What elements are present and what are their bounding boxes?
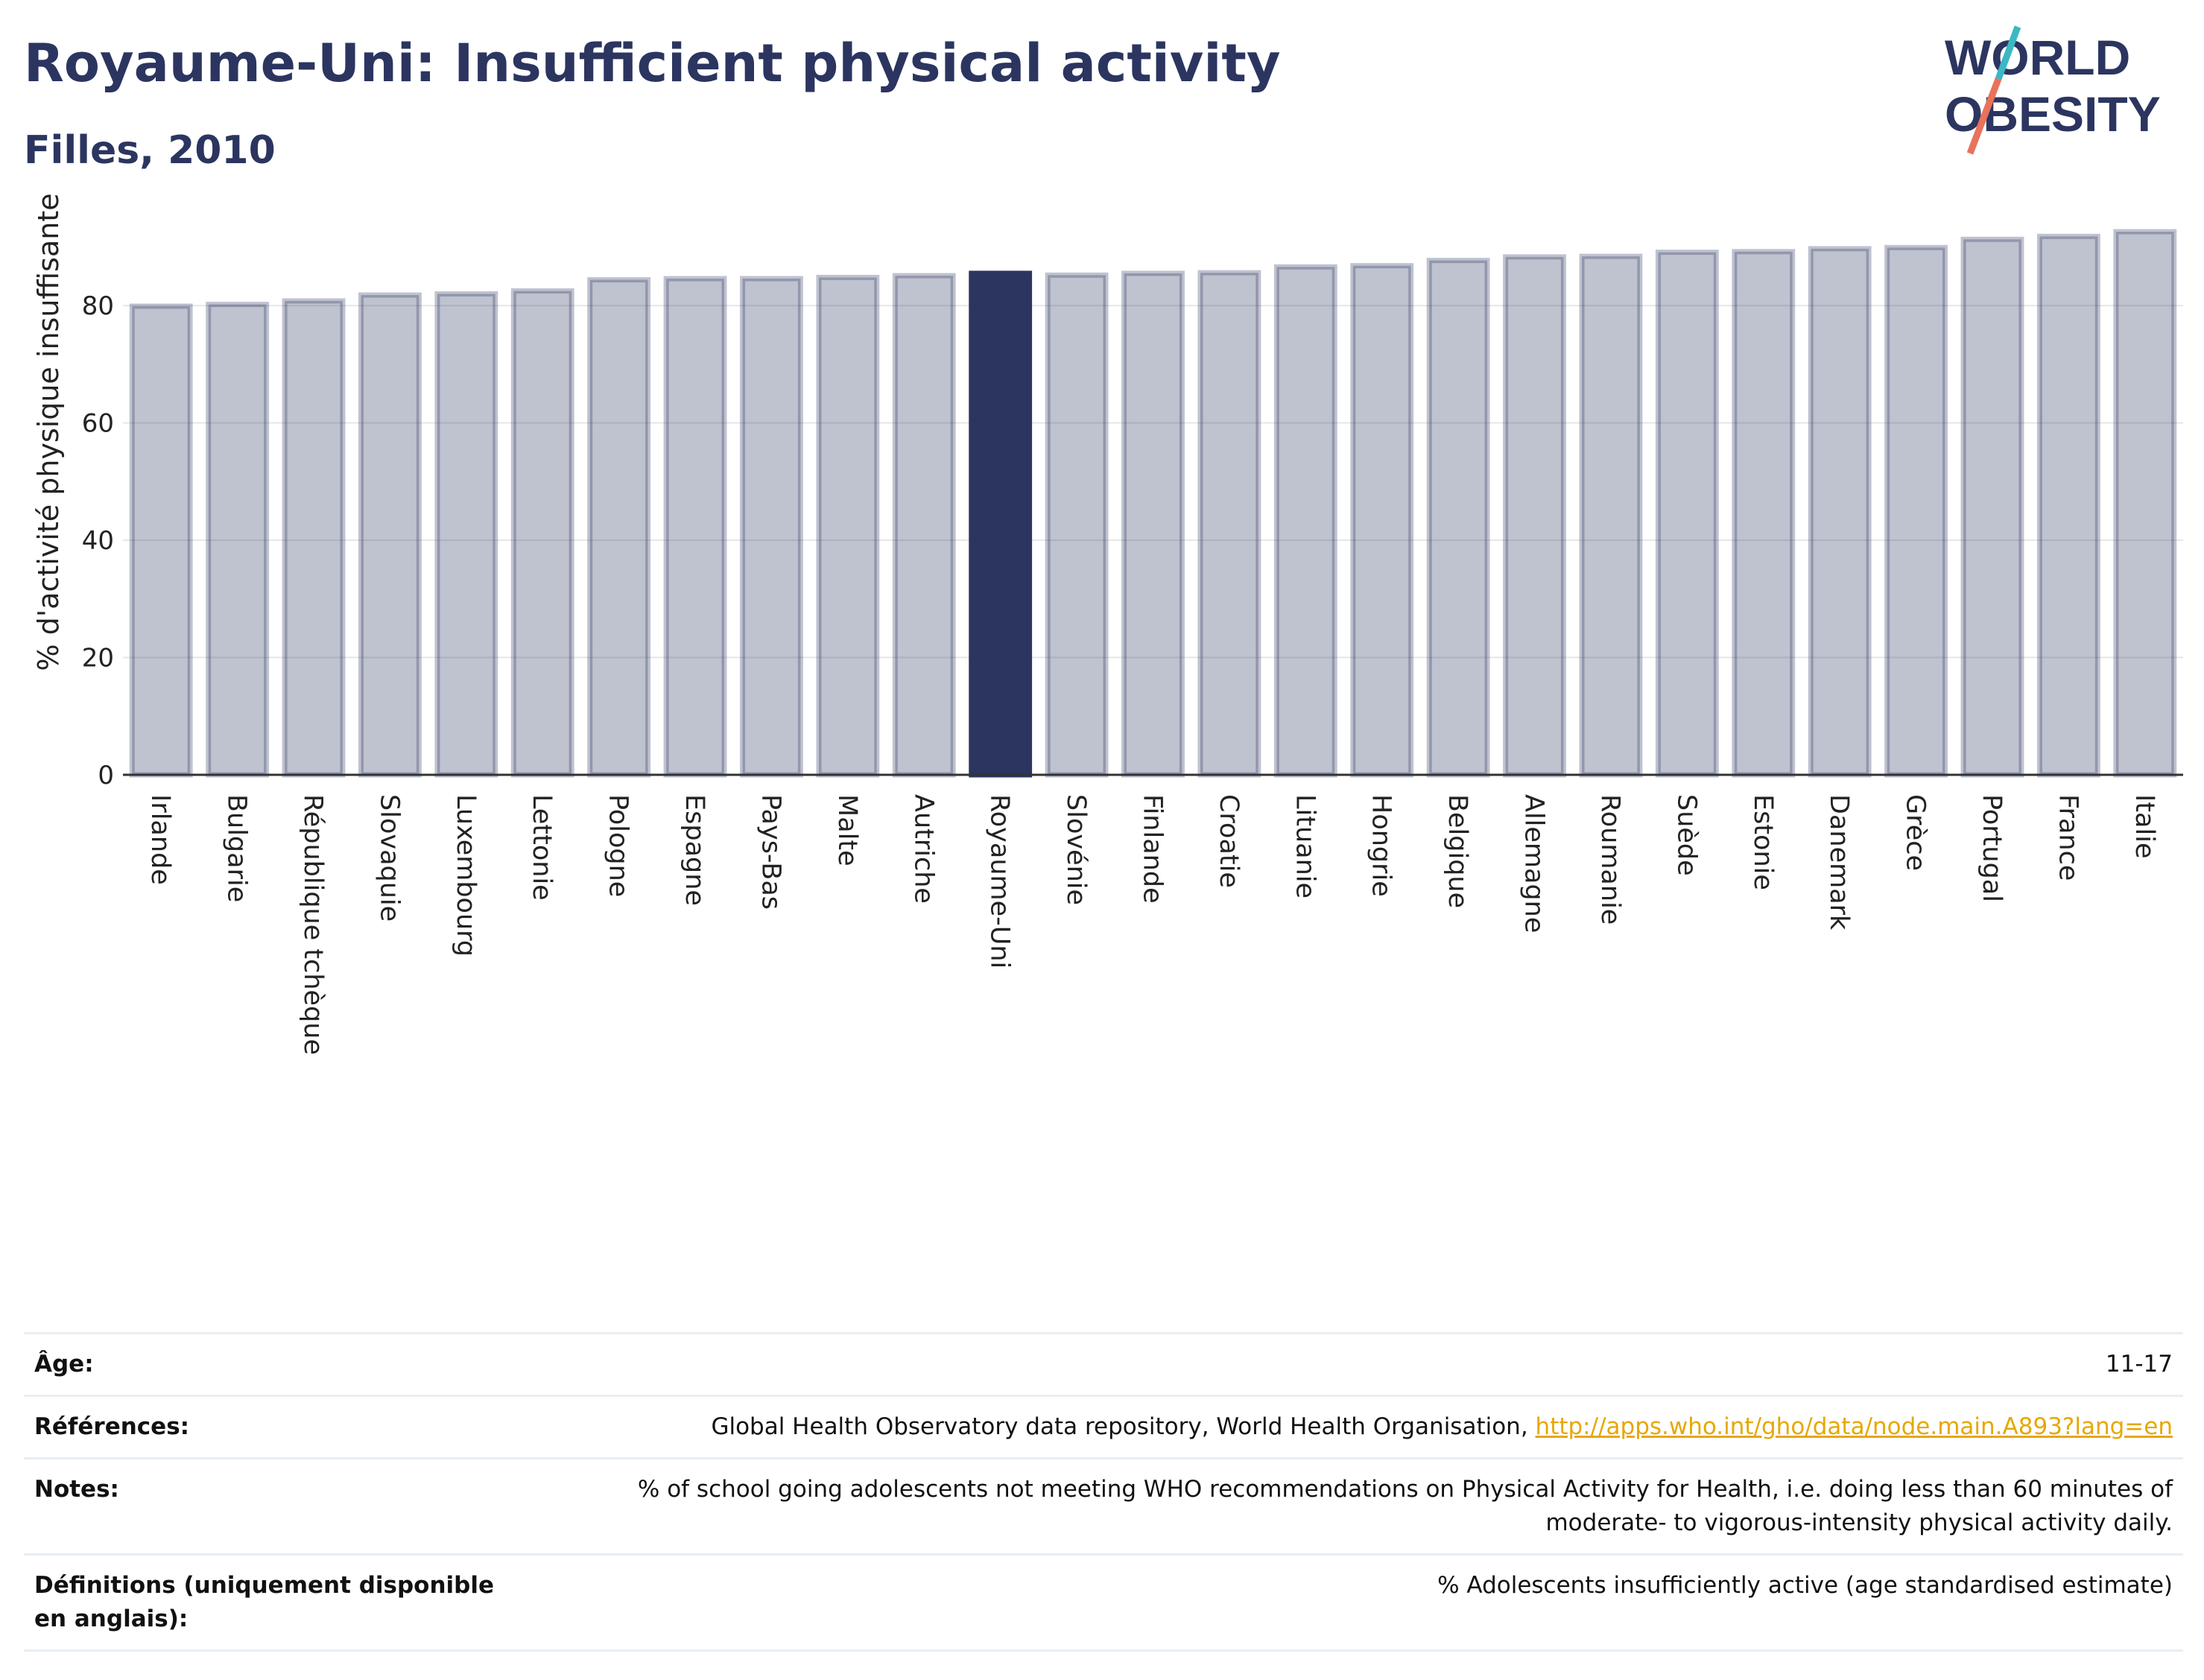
x-category-label: Portugal [1977,794,2007,902]
x-category-label: Pologne [604,794,633,897]
bar [1426,258,1490,778]
x-category-label: Belgique [1443,794,1472,908]
meta-value: Global Health Observatory data repositor… [522,1394,2183,1459]
bar [1045,272,1109,778]
bar [663,276,727,778]
world-obesity-logo: WORLD OBESITY [1945,25,2161,155]
x-category-label: Lettonie [527,794,557,901]
bar [1884,244,1948,778]
bar [510,288,574,778]
bar [1960,236,2024,778]
x-category-label: Lituanie [1290,794,1320,898]
bar [2113,229,2177,778]
bar [2036,233,2100,778]
x-category-label: France [2053,794,2083,881]
x-category-label: Allemagne [1519,794,1549,933]
bars [129,229,2177,778]
bar [1197,270,1261,778]
meta-key: Références: [24,1394,522,1459]
y-tick-labels: 0 20 40 60 80 [82,291,114,790]
bar [206,302,270,778]
x-category-label: Slovénie [1061,794,1091,905]
x-category-label: République tchèque [298,794,328,1055]
bar [1121,270,1185,778]
bar [1732,249,1796,778]
bar [1503,254,1566,778]
x-category-label: Slovaquie [374,794,404,922]
bar [129,303,193,778]
x-category-label: Royaume-Uni [985,794,1015,969]
bar [282,298,346,778]
x-category-label: Croatie [1214,794,1244,888]
x-category-label: Danemark [1824,794,1854,931]
x-category-label: Hongrie [1367,794,1396,897]
y-tick-label: 80 [82,291,114,321]
x-category-label: Bulgarie [222,794,252,902]
x-category-label: Pays-Bas [756,794,785,910]
x-category-label: Malte [832,794,862,866]
x-category-label: Estonie [1748,794,1778,890]
meta-key: Notes: [24,1456,522,1555]
x-category-label: Grèce [1901,794,1931,871]
bar-chart: 0 20 40 60 80 Irlande Bulgarie République tchè… [32,193,2183,1055]
metadata-table: Âge: 11-17 Références: Global Health Obs… [24,1332,2183,1652]
meta-row-notes: Notes: % of school going adolescents not… [24,1456,2183,1555]
bar [816,274,880,778]
bar [587,277,651,778]
logo-slash-top [1995,25,2021,80]
chart-title: Royaume-Uni: Insufficient physical activ… [24,33,1281,94]
x-category-label: Irlande [145,794,175,885]
meta-key: Âge: [24,1332,522,1396]
y-tick-label: 60 [82,409,114,439]
meta-value: 11-17 [522,1332,2183,1396]
x-category-label: Suède [1671,794,1701,876]
meta-value: % of school going adolescents not meetin… [522,1456,2183,1555]
x-category-label: Luxembourg [451,794,481,957]
logo-slash-bottom [1966,77,2002,155]
bar [1350,263,1414,778]
x-category-label: Italie [2129,794,2159,858]
chart-subtitle: Filles, 2010 [24,128,276,173]
y-axis-title: % d'activité physique insuffisante [32,193,65,671]
references-link[interactable]: http://apps.who.int/gho/data/node.main.A… [1535,1413,2173,1440]
bar [434,291,498,778]
x-category-label: Espagne [680,794,709,906]
y-tick-label: 0 [98,761,114,790]
bar [1808,246,1872,778]
bar [1655,250,1719,778]
meta-row-definitions: Définitions (uniquement disponible en an… [24,1553,2183,1652]
y-tick-label: 20 [82,644,114,673]
bar [740,276,803,778]
references-text: Global Health Observatory data repositor… [711,1413,1536,1440]
bar [358,292,422,778]
bar-highlight [969,270,1033,778]
x-category-label: Finlande [1138,794,1168,904]
meta-row-references: Références: Global Health Observatory da… [24,1394,2183,1459]
x-category-label: Autriche [908,794,938,904]
bar [892,273,956,778]
x-category-label: Roumanie [1595,794,1625,925]
meta-row-age: Âge: 11-17 [24,1332,2183,1396]
meta-value: % Adolescents insufficiently active (age… [522,1553,2183,1652]
y-tick-label: 40 [82,526,114,556]
meta-key: Définitions (uniquement disponible en an… [24,1553,522,1652]
bar [1273,264,1337,778]
logo-line1: WORLD [1945,30,2130,85]
bar [1579,253,1643,778]
x-category-labels: Irlande Bulgarie République tchèque Slovaqu… [145,794,2159,1055]
